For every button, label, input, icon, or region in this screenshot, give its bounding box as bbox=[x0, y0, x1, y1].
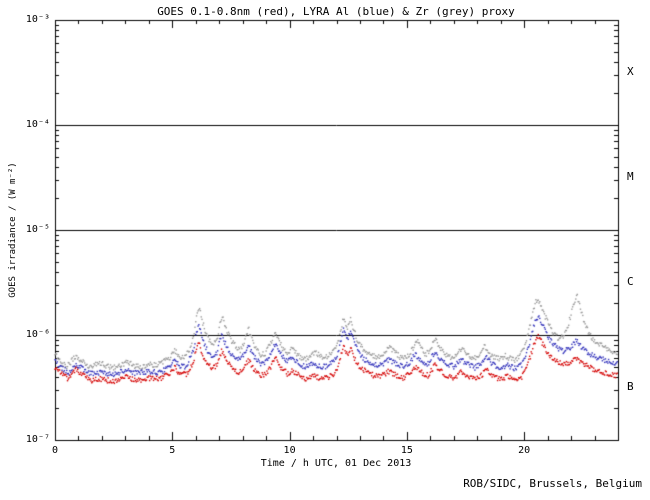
x-tick-label: 10 bbox=[283, 445, 296, 456]
x-axis-label: Time / h UTC, 01 Dec 2013 bbox=[260, 458, 412, 469]
flare-class-label: B bbox=[627, 379, 634, 393]
flare-class-label: M bbox=[627, 169, 634, 183]
flare-class-label: C bbox=[627, 274, 634, 288]
x-tick-label: 20 bbox=[518, 445, 531, 456]
credit-text: ROB/SIDC, Brussels, Belgium bbox=[463, 477, 642, 490]
flare-class-label: X bbox=[627, 64, 634, 78]
chart-title: GOES 0.1-0.8nm (red), LYRA Al (blue) & Z… bbox=[157, 5, 515, 18]
x-tick-label: 5 bbox=[169, 445, 176, 456]
y-tick-label: 10⁻⁴ bbox=[25, 119, 50, 130]
y-tick-label: 10⁻⁵ bbox=[25, 224, 50, 235]
y-tick-label: 10⁻⁷ bbox=[25, 434, 50, 445]
y-tick-label: 10⁻³ bbox=[25, 14, 50, 25]
x-tick-label: 0 bbox=[51, 445, 59, 456]
y-tick-label: 10⁻⁶ bbox=[25, 329, 50, 340]
y-axis-label: GOES irradiance / (W m⁻²) bbox=[8, 162, 18, 298]
x-tick-label: 15 bbox=[400, 445, 413, 456]
